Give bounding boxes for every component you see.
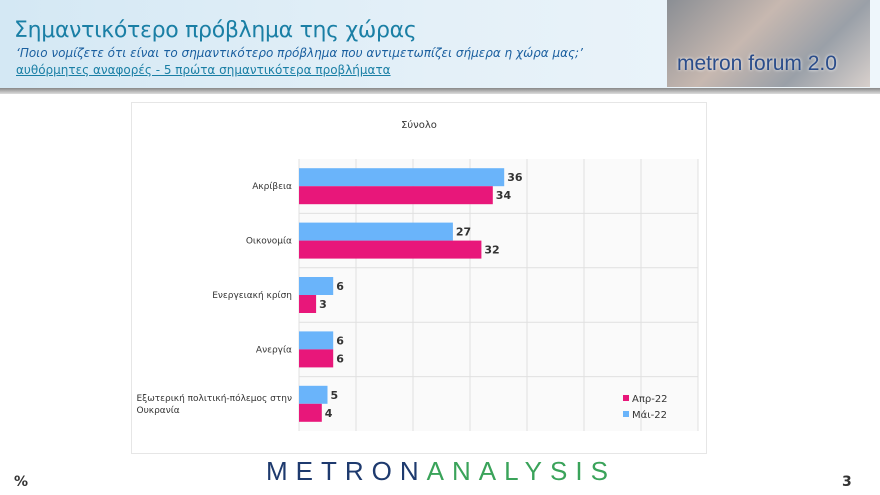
- survey-question: ‘Ποιο νομίζετε ότι είναι το σημαντικότερ…: [16, 46, 583, 60]
- legend-marker: [623, 411, 629, 417]
- data-label: 27: [456, 226, 471, 239]
- logo-text: metron forum 2.0: [677, 52, 837, 75]
- bar-Μάι-22: [299, 168, 505, 187]
- metron-analysis-logo: METRONANALYSIS: [266, 456, 616, 487]
- bar-Μάι-22: [299, 331, 334, 350]
- bar-Μάι-22: [299, 222, 453, 241]
- data-label: 32: [484, 244, 499, 257]
- page-title: Σημαντικότερο πρόβλημα της χώρας: [14, 18, 417, 43]
- legend-label: Μάι-22: [632, 409, 667, 421]
- data-label: 3: [319, 298, 327, 311]
- bar-Μάι-22: [299, 277, 334, 295]
- category-label: Ουκρανία: [136, 406, 179, 416]
- plot-area: [299, 159, 698, 431]
- unit-label: %: [14, 474, 29, 490]
- logo-part-metron: METRON: [266, 456, 427, 486]
- chart-container: Σύνολο Ακρίβεια 36 34 Οικονομία 27 32 Ενεργειακ…: [131, 102, 707, 454]
- category-label: Εξωτερική πολιτική-πόλεμος στην: [136, 393, 292, 404]
- data-label: 6: [336, 280, 344, 293]
- page-subtitle: αυθόρμητες αναφορές - 5 πρώτα σημαντικότ…: [16, 63, 391, 77]
- bar-Απρ-22: [299, 186, 493, 205]
- bar-Απρ-22: [299, 349, 334, 368]
- legend-marker: [623, 395, 629, 401]
- category-label: Ενεργειακή κρίση: [212, 291, 292, 301]
- category-label: Ακρίβεια: [252, 182, 292, 192]
- data-label: 5: [331, 389, 339, 402]
- bar-Μάι-22: [299, 385, 328, 404]
- data-label: 36: [507, 171, 523, 184]
- bar-Απρ-22: [299, 403, 322, 422]
- data-label: 6: [336, 352, 344, 365]
- category-label: Ανεργία: [256, 345, 292, 355]
- page-number: 3: [842, 474, 852, 490]
- data-label: 4: [325, 407, 333, 420]
- bar-Απρ-22: [299, 240, 482, 259]
- bar-chart: ΣύνολοΑκρίβεια3634Οικονομία2732Ενεργειακ…: [136, 119, 699, 431]
- category-label: Οικονομία: [246, 237, 292, 247]
- bar-Απρ-22: [299, 295, 317, 313]
- chart-title: Σύνολο: [401, 119, 437, 131]
- data-label: 34: [496, 189, 512, 202]
- logo-part-analysis: ANALYSIS: [426, 456, 616, 486]
- metron-forum-logo: metron forum 2.0: [667, 0, 870, 87]
- data-label: 6: [336, 334, 344, 347]
- header-divider: [0, 88, 880, 94]
- legend-label: Απρ-22: [632, 394, 668, 405]
